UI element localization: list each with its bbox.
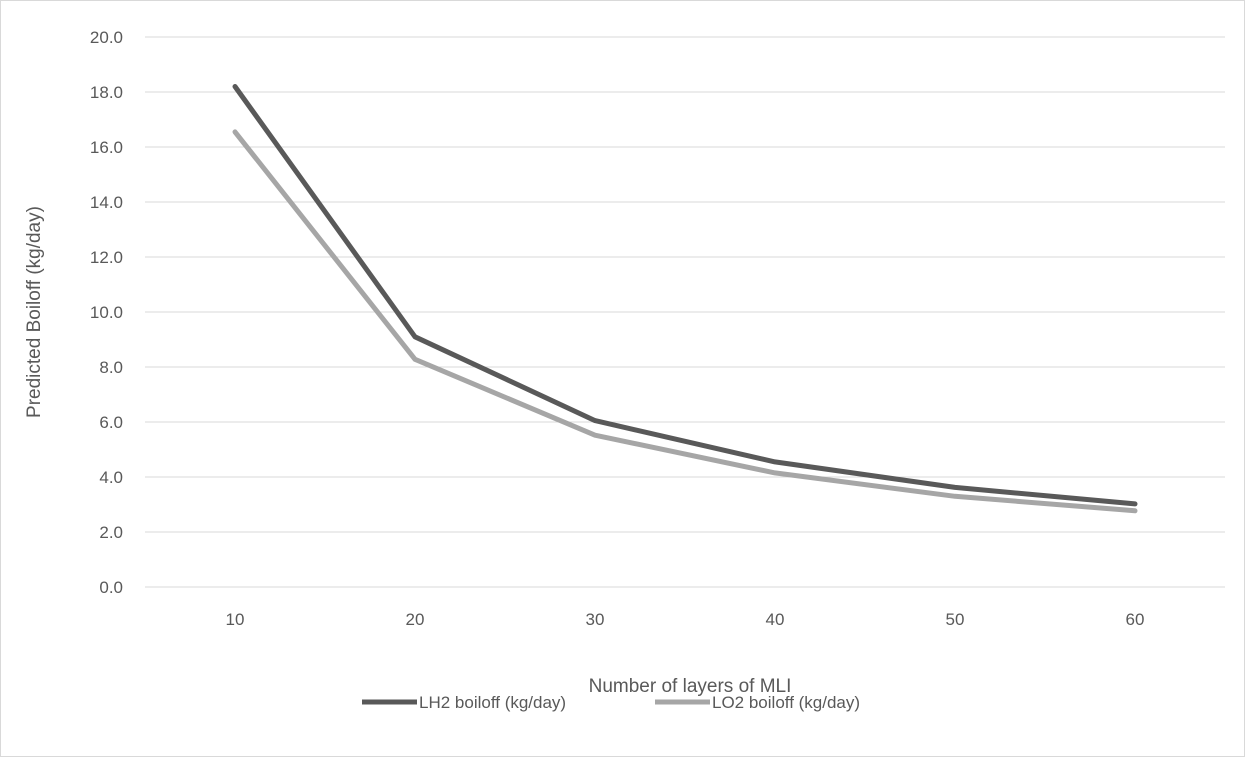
x-tick-label: 10 bbox=[226, 610, 245, 629]
y-tick-label: 14.0 bbox=[90, 193, 123, 212]
y-tick-label: 6.0 bbox=[99, 413, 123, 432]
y-tick-label: 0.0 bbox=[99, 578, 123, 597]
x-axis-title: Number of layers of MLI bbox=[589, 676, 792, 697]
y-tick-label: 4.0 bbox=[99, 468, 123, 487]
x-tick-label: 50 bbox=[946, 610, 965, 629]
y-axis-tick-labels: 0.0 2.0 4.0 6.0 8.0 10.0 12.0 14.0 16.0 18.0 20.0 bbox=[90, 28, 123, 597]
x-tick-label: 30 bbox=[586, 610, 605, 629]
legend-label-lh2: LH2 boiloff (kg/day) bbox=[419, 693, 566, 712]
y-tick-label: 20.0 bbox=[90, 28, 123, 47]
legend: LH2 boiloff (kg/day) LO2 boiloff (kg/day… bbox=[362, 693, 860, 712]
y-tick-label: 2.0 bbox=[99, 523, 123, 542]
y-tick-label: 18.0 bbox=[90, 83, 123, 102]
y-axis-title: Predicted Boiloff (kg/day) bbox=[24, 206, 45, 418]
x-tick-label: 40 bbox=[766, 610, 785, 629]
y-tick-label: 8.0 bbox=[99, 358, 123, 377]
x-tick-label: 60 bbox=[1126, 610, 1145, 629]
y-tick-label: 10.0 bbox=[90, 303, 123, 322]
series-line-lo2 bbox=[232, 129, 1138, 514]
x-axis-tick-labels: 10 20 30 40 50 60 bbox=[226, 610, 1145, 629]
y-tick-label: 16.0 bbox=[90, 138, 123, 157]
x-tick-label: 20 bbox=[406, 610, 425, 629]
legend-label-lo2: LO2 boiloff (kg/day) bbox=[712, 693, 860, 712]
y-tick-label: 12.0 bbox=[90, 248, 123, 267]
series-line-lh2 bbox=[232, 84, 1138, 507]
gridlines bbox=[145, 36, 1225, 588]
series-lines bbox=[232, 84, 1138, 514]
